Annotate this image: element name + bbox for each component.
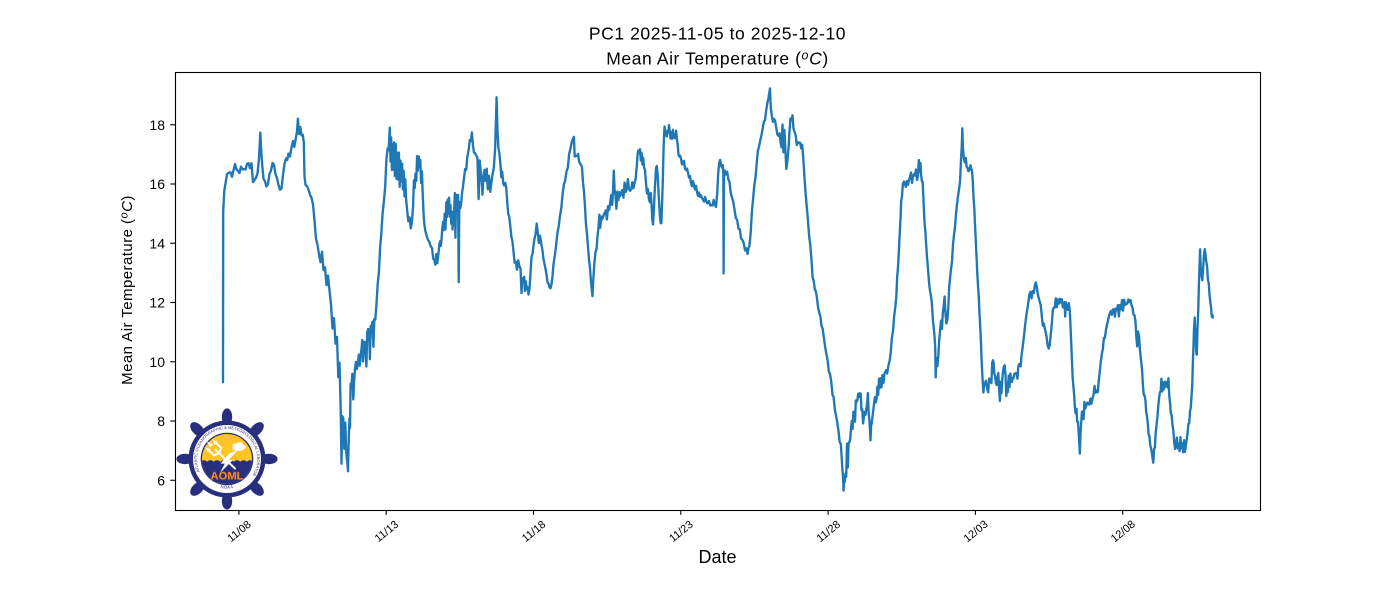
svg-text:8: 8 bbox=[157, 413, 165, 429]
svg-text:14: 14 bbox=[149, 235, 165, 251]
svg-text:10: 10 bbox=[149, 354, 165, 370]
svg-text:AOML: AOML bbox=[211, 470, 244, 482]
svg-text:16: 16 bbox=[149, 176, 165, 192]
svg-text:Mean Air Temperature (oC): Mean Air Temperature (oC) bbox=[606, 49, 828, 69]
svg-text:PC1 2025-11-05 to 2025-12-10: PC1 2025-11-05 to 2025-12-10 bbox=[589, 24, 846, 44]
svg-text:Mean Air Temperature (oC): Mean Air Temperature (oC) bbox=[119, 195, 137, 385]
svg-text:18: 18 bbox=[149, 117, 165, 133]
svg-text:12: 12 bbox=[149, 295, 165, 311]
svg-text:6: 6 bbox=[157, 472, 165, 488]
svg-text:NOAA: NOAA bbox=[220, 484, 234, 490]
svg-text:Date: Date bbox=[698, 547, 736, 567]
